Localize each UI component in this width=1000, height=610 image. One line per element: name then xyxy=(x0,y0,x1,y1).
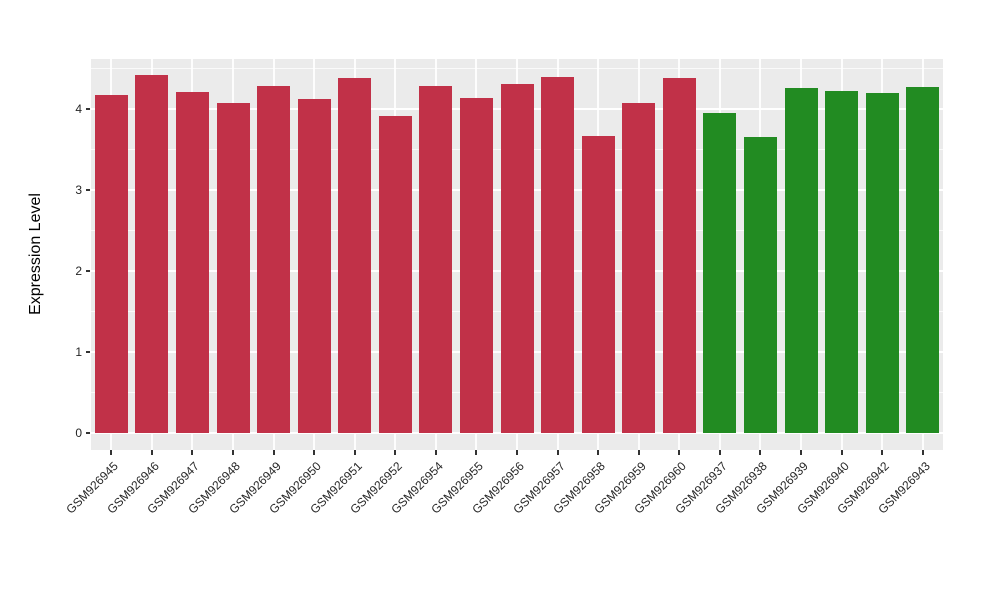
x-tick-label-GSM926939: GSM926939 xyxy=(753,459,811,517)
bar-GSM926957 xyxy=(541,77,575,433)
x-tick-mark xyxy=(434,450,437,455)
bar-GSM926960 xyxy=(662,78,696,433)
y-axis-title: Expression Level xyxy=(27,193,44,315)
x-tick-mark xyxy=(394,450,397,455)
bar-GSM926950 xyxy=(297,99,331,433)
x-tick-mark xyxy=(150,450,153,455)
bar-GSM926956 xyxy=(500,83,534,433)
bar-GSM926958 xyxy=(581,135,615,433)
x-tick-mark xyxy=(110,450,113,455)
bar-GSM926939 xyxy=(784,87,818,433)
x-tick-label-GSM926938: GSM926938 xyxy=(712,459,771,517)
x-tick-label-GSM926942: GSM926942 xyxy=(834,459,893,517)
bar-GSM926943 xyxy=(906,87,940,433)
x-tick-mark xyxy=(759,450,762,455)
x-tick-label-GSM926958: GSM926958 xyxy=(550,459,609,517)
y-tick-mark xyxy=(86,270,90,272)
x-tick-mark xyxy=(921,450,924,455)
x-tick-mark xyxy=(516,450,518,455)
bar-GSM926952 xyxy=(378,116,412,433)
bar-GSM926945 xyxy=(94,95,128,433)
x-tick-label-GSM926937: GSM926937 xyxy=(672,459,730,517)
bar-GSM926946 xyxy=(135,74,169,433)
x-tick-mark xyxy=(718,450,721,455)
x-tick-mark xyxy=(353,450,356,455)
bar-GSM926938 xyxy=(743,136,777,433)
x-tick-label-GSM926954: GSM926954 xyxy=(388,459,446,517)
x-tick-mark xyxy=(840,450,843,455)
x-tick-label-GSM926955: GSM926955 xyxy=(428,459,487,517)
x-tick-mark xyxy=(232,450,234,455)
x-tick-label-GSM926951: GSM926951 xyxy=(307,459,365,517)
bar-GSM926949 xyxy=(257,86,291,433)
x-tick-label-GSM926952: GSM926952 xyxy=(347,459,406,517)
bar-GSM926951 xyxy=(338,78,372,433)
x-tick-label-GSM926949: GSM926949 xyxy=(225,459,284,517)
x-tick-mark xyxy=(881,450,884,455)
y-tick-label: 0 xyxy=(75,426,82,440)
x-tick-label-GSM926940: GSM926940 xyxy=(793,459,852,517)
x-tick-mark xyxy=(678,450,681,455)
bar-GSM926948 xyxy=(216,103,250,433)
x-tick-label-GSM926946: GSM926946 xyxy=(104,459,162,517)
bar-GSM926947 xyxy=(175,92,209,433)
x-tick-mark xyxy=(556,450,559,455)
x-tick-label-GSM926943: GSM926943 xyxy=(875,459,933,517)
x-tick-label-GSM926957: GSM926957 xyxy=(509,459,568,517)
x-tick-label-GSM926959: GSM926959 xyxy=(591,459,649,517)
x-tick-mark xyxy=(272,450,275,455)
y-tick-label: 4 xyxy=(75,102,82,116)
x-tick-label-GSM926956: GSM926956 xyxy=(469,459,527,517)
y-tick-label: 1 xyxy=(75,345,82,359)
x-tick-mark xyxy=(800,450,802,455)
y-tick-label: 2 xyxy=(75,264,82,278)
y-tick-mark xyxy=(86,351,90,353)
y-tick-mark xyxy=(86,432,90,434)
bar-GSM926940 xyxy=(825,91,859,433)
x-tick-mark xyxy=(637,450,640,455)
x-tick-label-GSM926950: GSM926950 xyxy=(266,459,325,517)
y-tick-label: 3 xyxy=(75,183,82,197)
x-tick-mark xyxy=(475,450,478,455)
x-tick-label-GSM926947: GSM926947 xyxy=(144,459,203,517)
y-tick-mark xyxy=(86,189,90,191)
x-tick-mark xyxy=(597,450,600,455)
x-tick-mark xyxy=(191,450,194,455)
bar-GSM926937 xyxy=(703,113,737,433)
x-tick-label-GSM926948: GSM926948 xyxy=(185,459,243,517)
x-tick-label-GSM926960: GSM926960 xyxy=(631,459,690,517)
bar-GSM926942 xyxy=(865,92,899,433)
x-tick-mark xyxy=(313,450,316,455)
bar-GSM926954 xyxy=(419,85,453,433)
plot-panel xyxy=(91,59,943,450)
y-tick-mark xyxy=(86,108,90,110)
bar-GSM926959 xyxy=(622,102,656,433)
bar-GSM926955 xyxy=(459,98,493,433)
